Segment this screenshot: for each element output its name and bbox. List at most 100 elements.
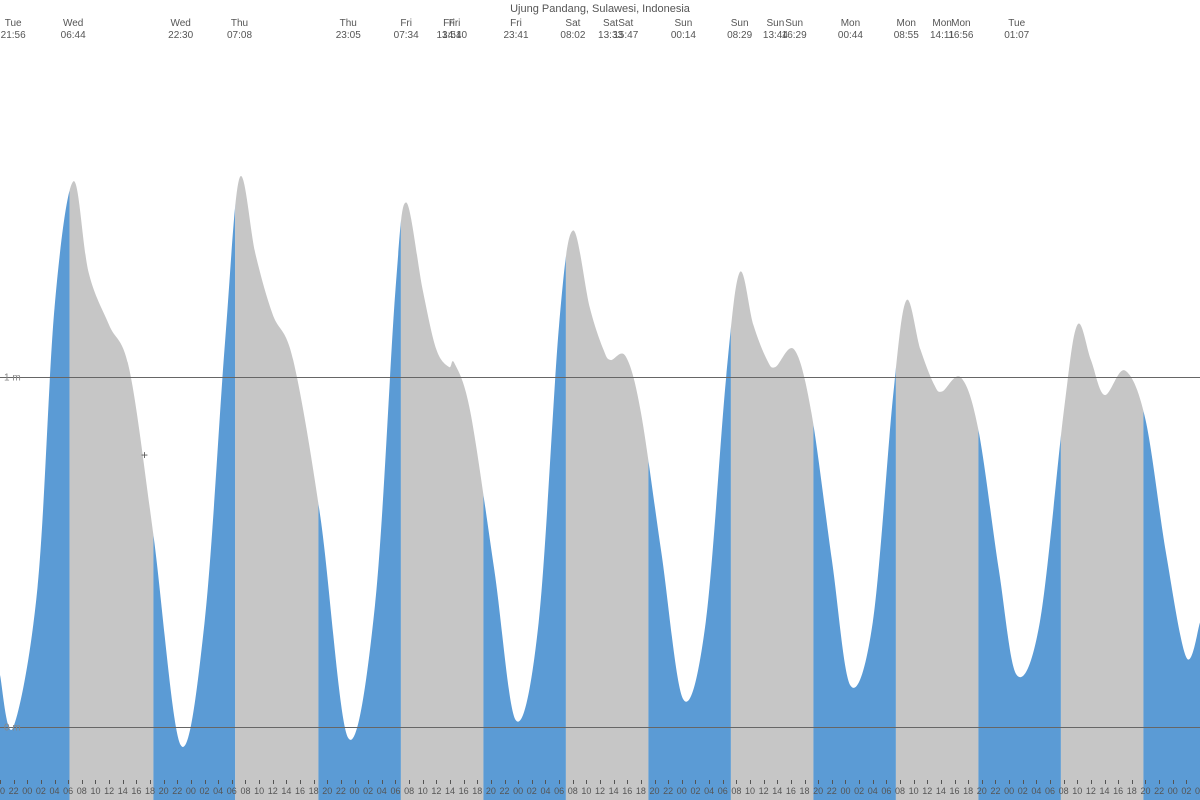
x-tick-label: 20 [486, 786, 496, 796]
x-tick-mark [941, 780, 942, 784]
x-tick-label: 22 [663, 786, 673, 796]
x-tick-mark [1118, 780, 1119, 784]
event-day: Tue [1, 18, 26, 30]
x-tick-label: 14 [772, 786, 782, 796]
cross-marker: + [141, 448, 148, 462]
x-tick-mark [164, 780, 165, 784]
x-tick-label: 08 [568, 786, 578, 796]
x-tick-label: 10 [1072, 786, 1082, 796]
event-time: 00:44 [838, 30, 863, 42]
x-tick-mark [464, 780, 465, 784]
x-tick-label: 16 [131, 786, 141, 796]
x-tick-mark [191, 780, 192, 784]
x-tick-label: 02 [36, 786, 46, 796]
x-tick-mark [109, 780, 110, 784]
x-tick-label: 10 [581, 786, 591, 796]
x-tick-label: 00 [350, 786, 360, 796]
x-tick-mark [982, 780, 983, 784]
x-tick-mark [532, 780, 533, 784]
x-tick-mark [450, 780, 451, 784]
x-tick-label: 16 [786, 786, 796, 796]
x-tick-mark [709, 780, 710, 784]
x-tick-mark [1077, 780, 1078, 784]
x-tick-mark [614, 780, 615, 784]
x-tick-label: 02 [1181, 786, 1191, 796]
x-tick-mark [300, 780, 301, 784]
x-tick-mark [682, 780, 683, 784]
x-tick-mark [41, 780, 42, 784]
x-tick-mark [777, 780, 778, 784]
x-tick-label: 00 [1004, 786, 1014, 796]
x-tick-label: 04 [377, 786, 387, 796]
event-time: 16:29 [782, 30, 807, 42]
x-tick-mark [995, 780, 996, 784]
x-tick-label: 00 [677, 786, 687, 796]
x-tick-label: 10 [254, 786, 264, 796]
x-tick-label: 18 [963, 786, 973, 796]
x-tick-mark [436, 780, 437, 784]
x-tick-mark [573, 780, 574, 784]
x-tick-mark [845, 780, 846, 784]
x-tick-mark [423, 780, 424, 784]
x-tick-mark [136, 780, 137, 784]
event-time: 14:40 [442, 30, 467, 42]
x-tick-label: 06 [554, 786, 564, 796]
event-label: Mon00:44 [838, 18, 863, 42]
x-tick-label: 02 [200, 786, 210, 796]
x-tick-label: 14 [445, 786, 455, 796]
day-night-bands [0, 0, 1200, 800]
x-tick-mark [341, 780, 342, 784]
x-tick-label: 20 [813, 786, 823, 796]
event-time: 23:05 [336, 30, 361, 42]
x-tick-label: 22 [9, 786, 19, 796]
x-tick-label: 08 [240, 786, 250, 796]
x-tick-label: 22 [827, 786, 837, 796]
event-day: Mon [894, 18, 919, 30]
event-time: 21:56 [1, 30, 26, 42]
event-time: 22:30 [168, 30, 193, 42]
x-tick-label: 04 [213, 786, 223, 796]
x-tick-mark [1023, 780, 1024, 784]
x-tick-mark [286, 780, 287, 784]
x-tick-mark [627, 780, 628, 784]
x-tick-label: 12 [1086, 786, 1096, 796]
x-tick-mark [491, 780, 492, 784]
x-tick-label: 08 [731, 786, 741, 796]
x-tick-label: 14 [281, 786, 291, 796]
x-tick-mark [832, 780, 833, 784]
event-label: Mon16:56 [948, 18, 973, 42]
event-label: Fri23:41 [503, 18, 528, 42]
event-label: Tue21:56 [1, 18, 26, 42]
x-tick-label: 22 [1154, 786, 1164, 796]
x-tick-label: 06 [881, 786, 891, 796]
event-day: Sat [560, 18, 585, 30]
x-tick-label: 20 [159, 786, 169, 796]
x-tick-mark [327, 780, 328, 784]
x-tick-mark [55, 780, 56, 784]
x-tick-mark [545, 780, 546, 784]
x-tick-label: 08 [77, 786, 87, 796]
x-tick-label: 10 [745, 786, 755, 796]
x-tick-label: 12 [431, 786, 441, 796]
x-tick-mark [1050, 780, 1051, 784]
event-time: 23:41 [503, 30, 528, 42]
x-tick-mark [273, 780, 274, 784]
x-tick-mark [900, 780, 901, 784]
x-tick-mark [818, 780, 819, 784]
event-label: Fri07:34 [394, 18, 419, 42]
x-tick-label: 06 [1045, 786, 1055, 796]
x-tick-mark [205, 780, 206, 784]
x-tick-mark [1036, 780, 1037, 784]
x-tick-mark [150, 780, 151, 784]
x-tick-mark [1091, 780, 1092, 784]
x-tick-mark [232, 780, 233, 784]
x-tick-mark [1105, 780, 1106, 784]
y-axis-label: 1 m [4, 372, 21, 383]
event-day: Thu [336, 18, 361, 30]
x-tick-label: 04 [868, 786, 878, 796]
x-tick-label: 08 [1059, 786, 1069, 796]
event-time: 16:56 [948, 30, 973, 42]
event-day: Fri [394, 18, 419, 30]
x-tick-mark [218, 780, 219, 784]
x-tick-label: 20 [1140, 786, 1150, 796]
